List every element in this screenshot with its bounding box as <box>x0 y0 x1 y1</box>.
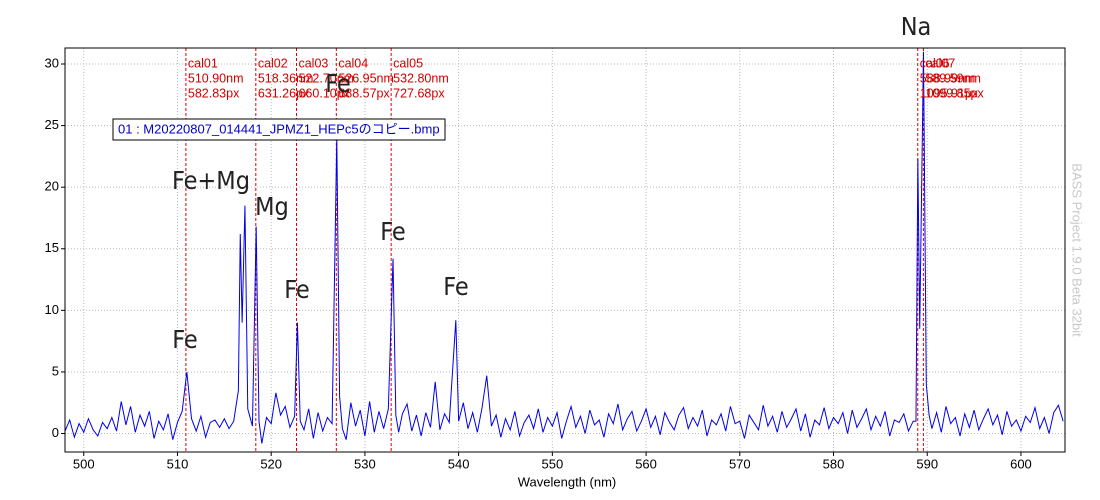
x-tick-label: 590 <box>916 456 938 471</box>
x-tick-label: 540 <box>448 456 470 471</box>
calibration-wavelength: 532.80nm <box>393 71 449 85</box>
x-tick-label: 550 <box>541 456 563 471</box>
calibration-name: cal06 <box>920 56 950 70</box>
element-label: Fe <box>325 69 350 98</box>
calibration-name: cal01 <box>188 56 218 70</box>
x-tick-label: 600 <box>1010 456 1032 471</box>
calibration-name: cal04 <box>338 56 368 70</box>
y-tick-label: 20 <box>45 179 59 194</box>
calibration-pixel: 1099.85px <box>925 86 984 100</box>
plot-area <box>65 51 1064 444</box>
calibration-lines <box>185 48 924 452</box>
calibration-wavelength: 526.95nm <box>338 71 394 85</box>
x-tick-label: 530 <box>354 456 376 471</box>
x-tick-label: 520 <box>260 456 282 471</box>
watermark: BASS Project 1.9.0 Beta 32bit <box>1070 163 1085 337</box>
y-tick-label: 30 <box>45 55 59 70</box>
element-label: Fe <box>284 275 309 304</box>
y-tick-label: 15 <box>45 240 59 255</box>
element-label: Fe <box>172 325 197 354</box>
x-tick-label: 560 <box>635 456 657 471</box>
x-axis-title: Wavelength (nm) <box>518 474 617 489</box>
element-label: Fe <box>443 272 468 301</box>
element-label: Na <box>901 12 932 41</box>
legend-label: 01 : M20220807_014441_JPMZ1_HEPc5のコピー.bm… <box>118 121 440 136</box>
x-tick-label: 570 <box>729 456 751 471</box>
calibration-name: cal05 <box>393 56 423 70</box>
calibration-pixel: 631.26px <box>258 86 310 100</box>
x-tick-label: 500 <box>73 456 95 471</box>
calibration-wavelength: 522.70nm <box>298 71 354 85</box>
calibration-pixel: 582.83px <box>188 86 240 100</box>
y-tick-label: 5 <box>52 363 59 378</box>
spectrum-line <box>65 51 1064 444</box>
calibration-pixel: 1095.91px <box>920 86 979 100</box>
y-tick-label: 25 <box>45 117 59 132</box>
x-tick-label: 510 <box>167 456 189 471</box>
calibration-pixel: 660.10px <box>298 86 350 100</box>
calibration-wavelength: 518.36nm <box>258 71 314 85</box>
element-label: Mg <box>255 192 289 221</box>
calibration-wavelength: 589.59nm <box>925 71 981 85</box>
calibration-name: cal03 <box>298 56 328 70</box>
x-tick-label: 580 <box>823 456 845 471</box>
legend-box <box>112 118 446 141</box>
calibration-wavelength: 510.90nm <box>188 71 244 85</box>
grid <box>61 48 1065 456</box>
element-label: Fe+Mg <box>172 166 250 195</box>
y-tick-label: 0 <box>52 425 59 440</box>
calibration-name: cal02 <box>258 56 288 70</box>
plot-frame <box>64 47 1066 453</box>
calibration-name: cal07 <box>925 56 955 70</box>
calibration-pixel: 727.68px <box>393 86 445 100</box>
y-tick-label: 10 <box>45 302 59 317</box>
calibration-wavelength: 588.99nm <box>920 71 976 85</box>
calibration-pixel: 688.57px <box>338 86 390 100</box>
element-label: Fe <box>380 217 405 246</box>
